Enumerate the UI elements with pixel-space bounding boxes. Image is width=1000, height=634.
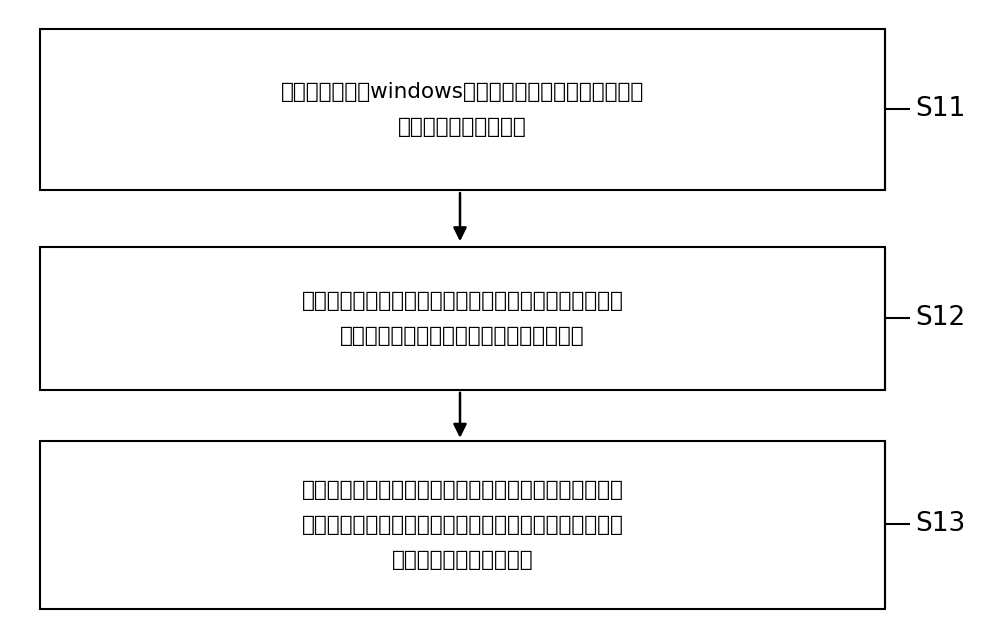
Text: 对应的驱动的网络协议: 对应的驱动的网络协议: [398, 117, 527, 137]
Text: 如果通过驱动监听有虚拟机或无线网卡有数据待发送，经: 如果通过驱动监听有虚拟机或无线网卡有数据待发送，经: [302, 480, 623, 500]
Text: S13: S13: [915, 511, 965, 538]
Text: S12: S12: [915, 305, 965, 332]
Bar: [40, 441, 885, 609]
Text: S11: S11: [915, 96, 965, 122]
Text: 利用驱动监听虚拟机是否有数据待发送至无线网卡，或无: 利用驱动监听虚拟机是否有数据待发送至无线网卡，或无: [302, 291, 623, 311]
Bar: [40, 29, 885, 190]
Bar: [40, 247, 885, 390]
Text: 在虚拟机所在的windows系统的无线网卡上安装混杂模式: 在虚拟机所在的windows系统的无线网卡上安装混杂模式: [281, 82, 644, 102]
Text: 发送方的源地址以及网络协议按照设定条件进行转换后，: 发送方的源地址以及网络协议按照设定条件进行转换后，: [302, 515, 623, 534]
Text: 将所述数据发送至接收方: 将所述数据发送至接收方: [392, 550, 533, 569]
Text: 线网卡端是否接收到待发送给虚拟机的数据: 线网卡端是否接收到待发送给虚拟机的数据: [340, 326, 585, 346]
